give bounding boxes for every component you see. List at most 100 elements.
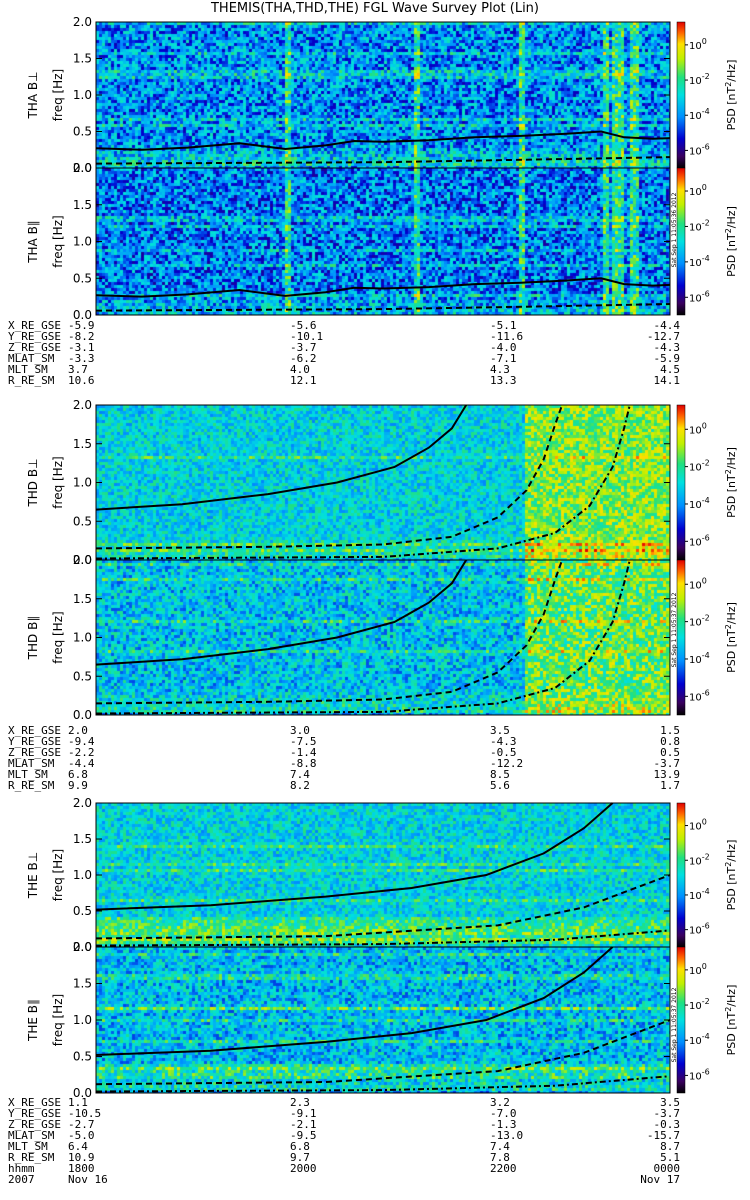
colorbar-tick-label: 10-6: [689, 533, 710, 548]
spectrogram-canvas: [96, 947, 670, 1093]
y-axis-label: freq [Hz]: [51, 994, 65, 1046]
y-tick-label: 2.0: [73, 796, 92, 810]
ephemeris-value: -2.7: [68, 1118, 95, 1131]
y-axis-label: freq [Hz]: [51, 611, 65, 663]
spectrogram-image: [96, 405, 670, 560]
ephemeris-row: R_RE_SM 10.9 9.7 7.8 5.1: [0, 1152, 750, 1163]
ephemeris-value: 3.2: [490, 1096, 510, 1109]
ephemeris-value: 4.3: [490, 363, 510, 376]
ephemeris-value: -13.0: [490, 1129, 524, 1142]
frequency-line-dashed: [95, 156, 671, 165]
panel-title: THA B∥: [26, 220, 40, 264]
y-tick-label: 1.5: [73, 977, 92, 991]
y-tick-label: 2.0: [73, 940, 92, 954]
spectrogram-canvas: [96, 803, 670, 947]
ephemeris-label: X_RE_GSE: [8, 724, 61, 737]
ephemeris-value: 14.1: [653, 374, 681, 387]
ephemeris-label: X_RE_GSE: [8, 1096, 61, 1109]
spectrogram-panel: 0.0 0.5 1.0 1.5 2.0 THA B∥ freq [Hz] 100 10-2 10-…: [26, 161, 738, 322]
colorbar-tick-label: 100: [689, 962, 707, 977]
ephemeris-value: -4.3: [490, 735, 517, 748]
ephemeris-label: MLAT_SM: [8, 757, 55, 770]
ephemeris-value: 8.7: [660, 1140, 680, 1153]
panel-title: THE B∥: [26, 999, 40, 1042]
colorbar-label: PSD [nT2/Hz]: [724, 60, 738, 131]
frequency-line-solid: [95, 404, 468, 511]
ephemeris-value: -7.1: [490, 352, 517, 365]
y-axis-label: freq [Hz]: [51, 456, 65, 508]
spectrogram-panel: 0.0 0.5 1.0 1.5 2.0 THD B∥ freq [Hz] 100 10-2 10-…: [26, 553, 738, 722]
ephemeris-value: 3.0: [290, 724, 310, 737]
colorbar-tick-label: 100: [689, 37, 707, 52]
ephemeris-value: 9.9: [68, 779, 88, 792]
ephemeris-label: Y_RE_GSE: [8, 330, 61, 343]
ephemeris-value: 4.0: [290, 363, 310, 376]
ephemeris-label: Z_RE_GSE: [8, 1118, 61, 1131]
y-tick-label: 0.0: [73, 708, 92, 722]
colorbar: [676, 946, 686, 1094]
ephemeris-label: R_RE_SM: [8, 1151, 55, 1164]
timestamp-stamp: Sat Sep 1 11:05:37 2012: [671, 592, 678, 667]
ephemeris-value: -4.4: [68, 757, 95, 770]
colorbar-tick-label: 100: [689, 818, 707, 833]
frequency-line-solid: [95, 277, 671, 298]
y-tick-label: 1.5: [73, 592, 92, 606]
ephemeris-value: -6.2: [290, 352, 317, 365]
ephemeris-row: Z_RE_GSE -2.7 -2.1 -1.3 -0.3: [0, 1119, 750, 1130]
y-tick-label: 0.5: [73, 125, 92, 139]
ephemeris-row: hhmm 1800 2000 2200 0000: [0, 1163, 750, 1174]
y-tick-label: 2.0: [73, 161, 92, 175]
ephemeris-value: -15.7: [646, 1129, 680, 1142]
ephemeris-value: 7.4: [290, 768, 310, 781]
ephemeris-value: -5.9: [68, 319, 95, 332]
colorbar-tick-label: 100: [689, 421, 707, 436]
ephemeris-row: Y_RE_GSE -8.2 -10.1 -11.6 -12.7: [0, 331, 750, 342]
ephemeris-row: Z_RE_GSE -2.2 -1.4 -0.5 0.5: [0, 747, 750, 758]
ephemeris-value: -12.7: [646, 330, 680, 343]
spectrogram-panel: 0.0 0.5 1.0 1.5 2.0 THA B⊥ freq [Hz] 100 10-2 10-…: [26, 15, 738, 175]
y-tick-label: 1.5: [73, 832, 92, 846]
y-tick-label: 1.0: [73, 88, 92, 102]
ephemeris-value: 9.7: [290, 1151, 310, 1164]
colorbar-tick-label: 10-4: [689, 1032, 710, 1047]
colorbar-tick-label: 10-2: [689, 614, 710, 629]
spectrogram-image: [96, 803, 670, 947]
ephemeris-value: -5.1: [490, 319, 517, 332]
ephemeris-value: -7.0: [490, 1107, 517, 1120]
frequency-line-dashdot: [95, 929, 671, 947]
frequency-line-dashed: [95, 874, 671, 940]
y-tick-label: 0.5: [73, 1050, 92, 1064]
ephemeris-row: R_RE_SM 10.6 12.1 13.3 14.1: [0, 375, 750, 386]
ephemeris-value: 6.8: [68, 768, 88, 781]
colorbar-tick-label: 10-6: [689, 922, 710, 937]
ephemeris-value: 2200: [490, 1162, 517, 1175]
spectrogram-image: [96, 560, 670, 715]
ephemeris-value: 12.1: [290, 374, 317, 387]
ephemeris-label: Z_RE_GSE: [8, 746, 61, 759]
colorbar-tick-label: 10-4: [689, 651, 710, 666]
y-tick-label: 1.5: [73, 52, 92, 66]
y-tick-label: 2.0: [73, 15, 92, 29]
ephemeris-value: -3.7: [290, 341, 317, 354]
ephemeris-label: hhmm: [8, 1162, 35, 1175]
ephemeris-value: -3.7: [653, 757, 681, 770]
ephemeris-value: 8.5: [490, 768, 510, 781]
ephemeris-value: Nov 17: [640, 1173, 680, 1186]
ephemeris-value: -4.4: [653, 319, 681, 332]
ephemeris-value: -1.4: [290, 746, 317, 759]
ephemeris-label: MLT_SM: [8, 363, 48, 376]
frequency-line-solid: [95, 130, 671, 151]
ephemeris-value: 4.5: [660, 363, 680, 376]
ephemeris-value: 13.3: [490, 374, 517, 387]
ephemeris-value: 3.5: [660, 1096, 680, 1109]
ephemeris-value: -2.1: [290, 1118, 317, 1131]
colorbar-tick-label: 10-4: [689, 887, 710, 902]
ephemeris-label: Y_RE_GSE: [8, 735, 61, 748]
ephemeris-value: 1.5: [660, 724, 680, 737]
ephemeris-value: 3.7: [68, 363, 88, 376]
colorbar: [676, 167, 686, 316]
y-tick-label: 2.0: [73, 553, 92, 567]
ephemeris-table: X_RE_GSE 1.1 2.3 3.2 3.5 Y_RE_GSE -10.5 -9.1 -7.…: [0, 1097, 750, 1185]
y-tick-label: 2.0: [73, 398, 92, 412]
